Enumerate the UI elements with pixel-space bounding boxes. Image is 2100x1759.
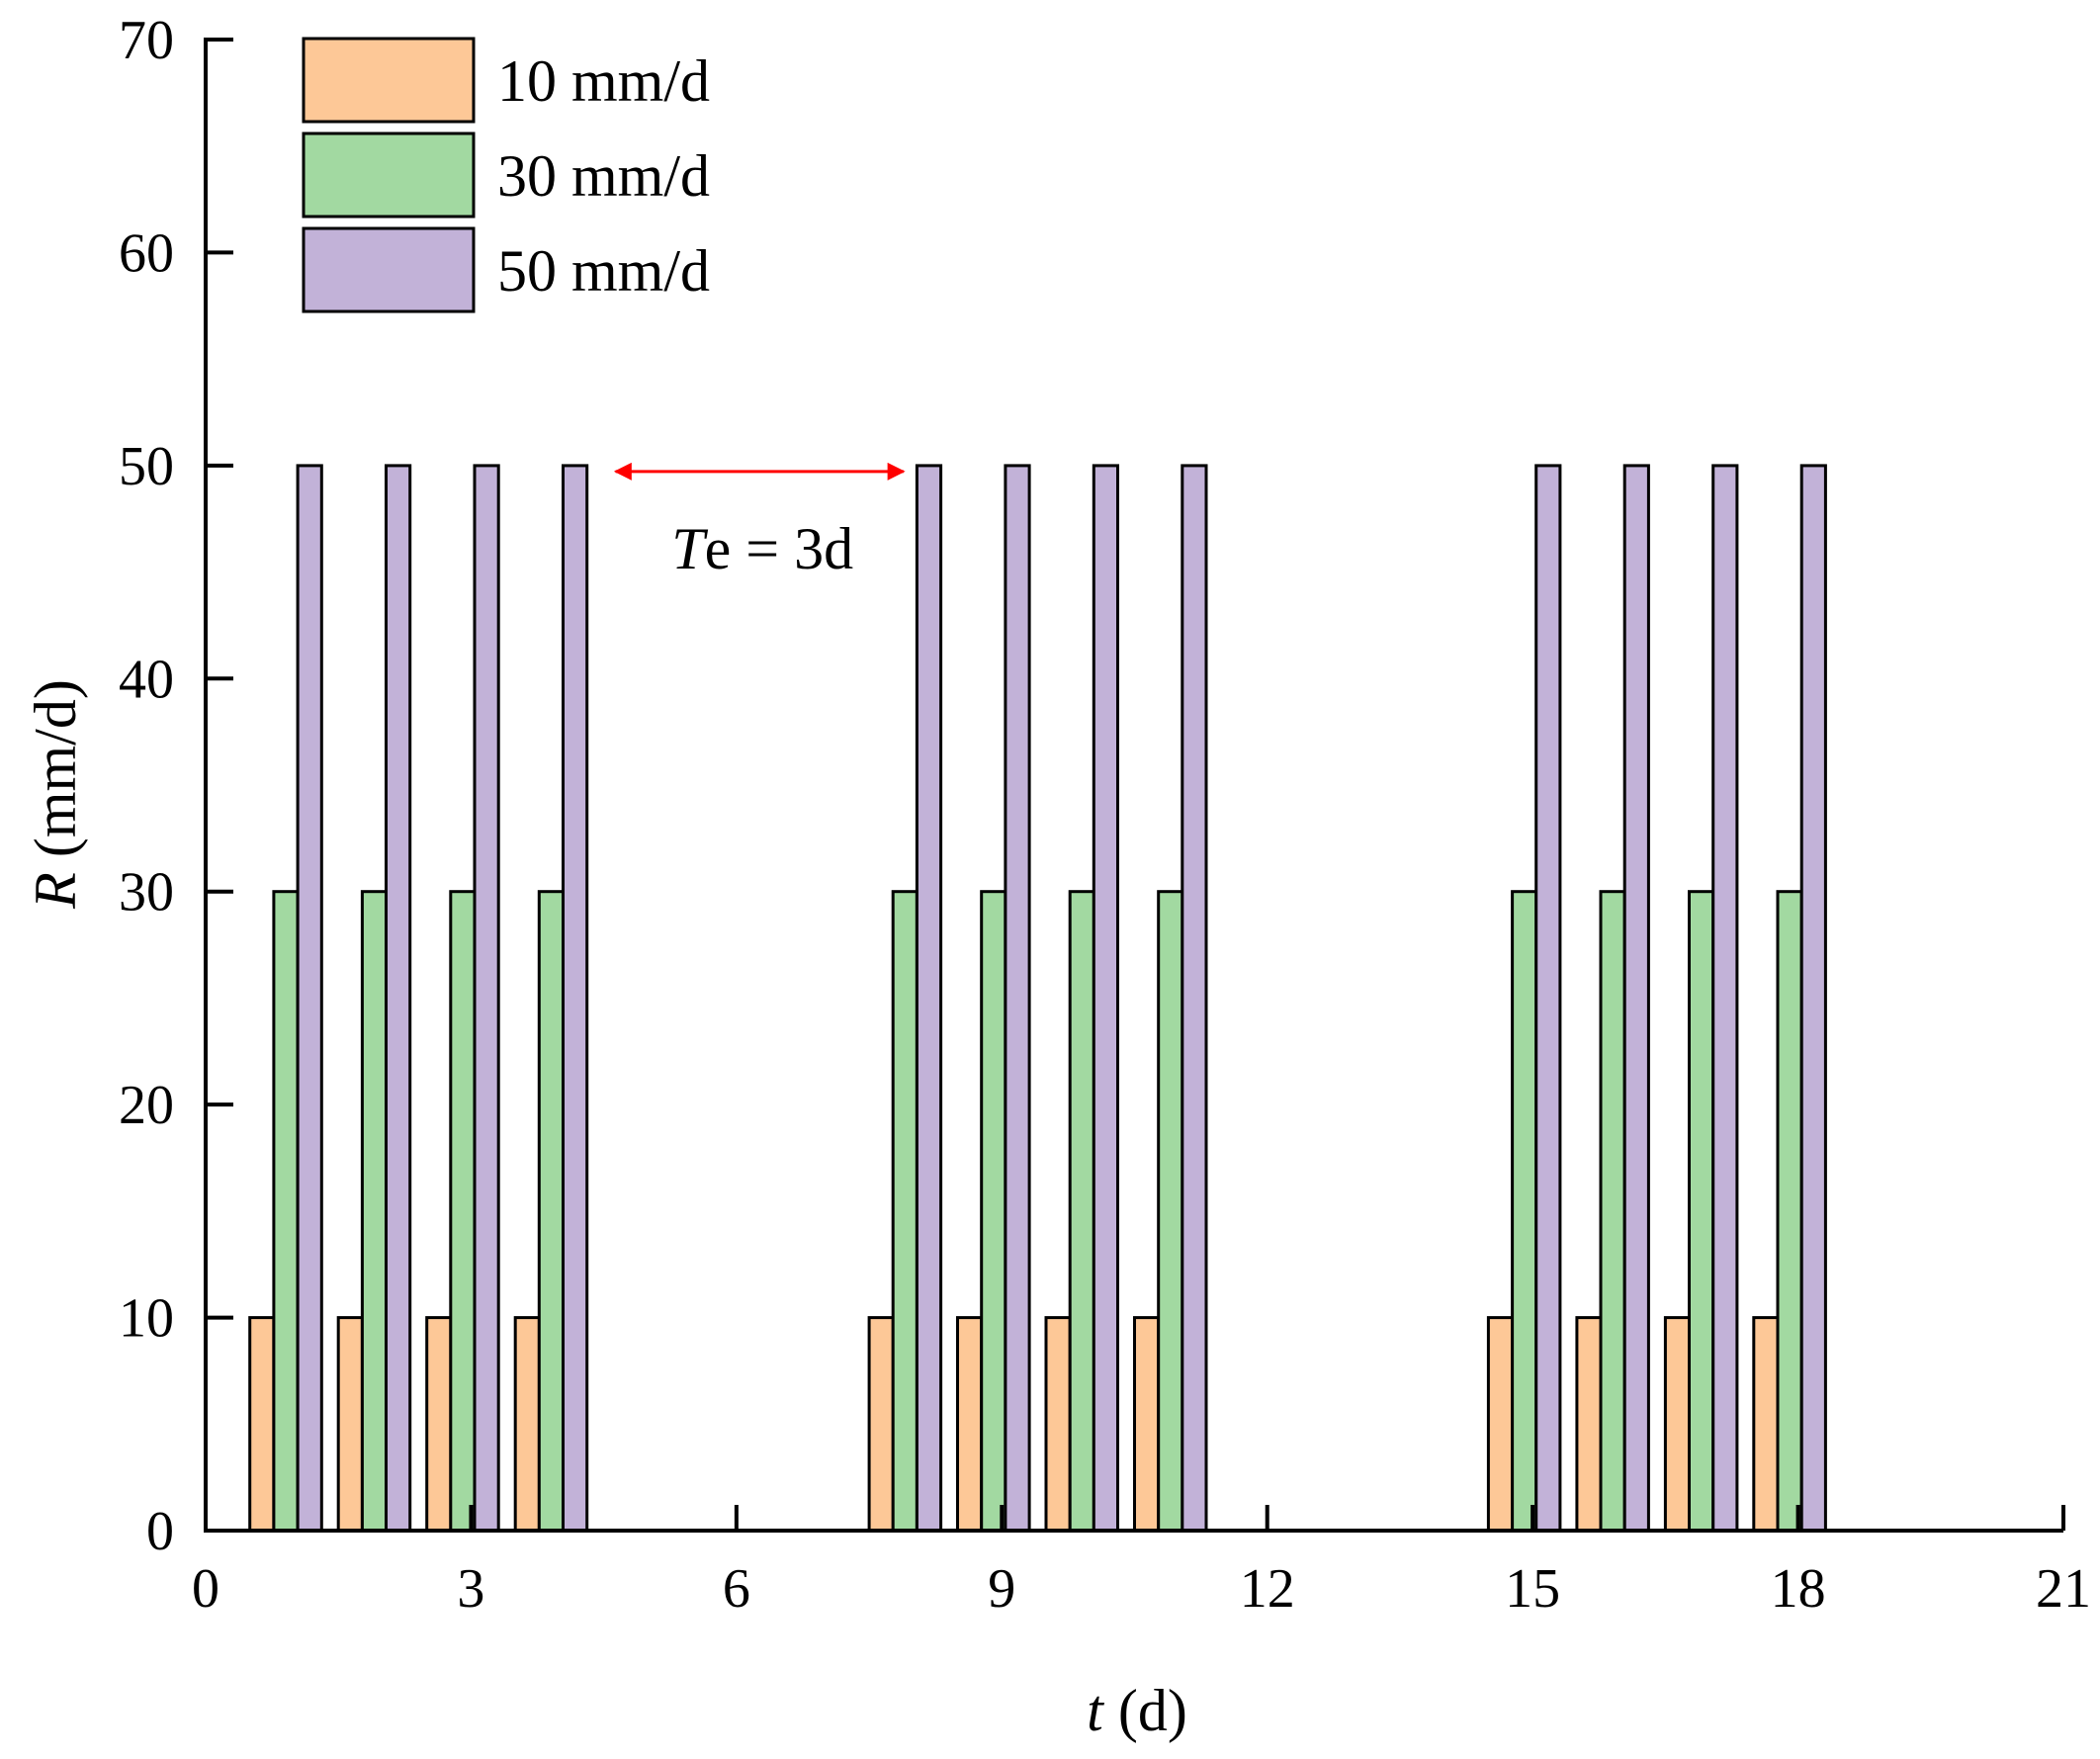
bar-day3-s1 xyxy=(449,890,477,1533)
bar-day15-s0 xyxy=(1486,1316,1515,1533)
bar-day2-s1 xyxy=(360,890,389,1533)
bar-day2-s0 xyxy=(336,1316,364,1533)
bar-day3-s2 xyxy=(473,464,500,1533)
x-tick-label-12: 12 xyxy=(1240,1558,1295,1620)
y-tick-label-50: 50 xyxy=(119,436,174,497)
bar-day1-s0 xyxy=(248,1316,276,1533)
legend-swatch-1 xyxy=(302,132,476,219)
legend-swatch-2 xyxy=(302,226,476,313)
y-tick-label-70: 70 xyxy=(119,10,174,71)
legend-swatch-0 xyxy=(302,37,476,124)
bar-day3-s0 xyxy=(425,1316,453,1533)
y-tick-label-40: 40 xyxy=(119,649,174,710)
bar-day18-s1 xyxy=(1776,890,1803,1533)
legend-label-1: 30 mm/d xyxy=(497,143,710,209)
y-tick-label-20: 20 xyxy=(119,1075,174,1136)
bar-day15-s1 xyxy=(1511,890,1538,1533)
bar-day16-s1 xyxy=(1599,890,1626,1533)
legend: 10 mm/d 30 mm/d 50 mm/d xyxy=(302,37,710,313)
y-tick-label-10: 10 xyxy=(119,1288,174,1350)
bar-day11-s2 xyxy=(1181,464,1208,1533)
bar-day1-s1 xyxy=(272,890,300,1533)
legend-label-2: 50 mm/d xyxy=(497,238,710,304)
bar-day8-s0 xyxy=(867,1316,895,1533)
bar-day8-s2 xyxy=(915,464,943,1533)
bar-day9-s1 xyxy=(980,890,1007,1533)
bar-day1-s2 xyxy=(296,464,323,1533)
x-tick-label-0: 0 xyxy=(192,1558,219,1620)
bar-day8-s1 xyxy=(891,890,919,1533)
x-tick-label-3: 3 xyxy=(457,1558,484,1620)
bar-day11-s0 xyxy=(1133,1316,1161,1533)
bar-day9-s0 xyxy=(956,1316,984,1533)
bar-day9-s2 xyxy=(1004,464,1031,1533)
x-tick-label-15: 15 xyxy=(1505,1558,1560,1620)
bar-day16-s2 xyxy=(1622,464,1650,1533)
y-tick-label-30: 30 xyxy=(119,862,174,923)
axes-group xyxy=(204,38,2063,1533)
bar-day11-s1 xyxy=(1157,890,1184,1533)
bar-day10-s2 xyxy=(1092,464,1120,1533)
ticks-group: 0 3 6 9 12 15 18 21 0 10 20 30 40 50 60 70 xyxy=(119,10,2091,1620)
period-annotation: Te = 3d xyxy=(613,462,906,581)
bar-day2-s2 xyxy=(385,464,412,1533)
bar-day17-s0 xyxy=(1663,1316,1692,1533)
bar-day15-s2 xyxy=(1534,464,1562,1533)
y-tick-label-60: 60 xyxy=(119,222,174,284)
bar-day18-s0 xyxy=(1752,1316,1780,1533)
legend-label-0: 10 mm/d xyxy=(497,48,710,114)
bar-day4-s2 xyxy=(562,464,589,1533)
bar-day16-s0 xyxy=(1575,1316,1603,1533)
bar-day10-s1 xyxy=(1068,890,1095,1533)
x-tick-label-18: 18 xyxy=(1771,1558,1826,1620)
bar-day4-s1 xyxy=(537,890,565,1533)
bar-day17-s2 xyxy=(1711,464,1739,1533)
x-tick-label-21: 21 xyxy=(2036,1558,2091,1620)
bar-day4-s0 xyxy=(513,1316,541,1533)
bar-day18-s2 xyxy=(1799,464,1827,1533)
x-tick-label-9: 9 xyxy=(988,1558,1015,1620)
bars-group xyxy=(248,464,1827,1533)
x-axis-label: t (d) xyxy=(1087,1678,1187,1743)
period-label: Te = 3d xyxy=(671,516,853,581)
bar-day17-s1 xyxy=(1688,890,1715,1533)
y-tick-label-0: 0 xyxy=(146,1501,174,1562)
x-tick-label-6: 6 xyxy=(723,1558,750,1620)
y-axis-label: R (mm/d) xyxy=(23,679,88,910)
bar-day10-s0 xyxy=(1044,1316,1072,1533)
